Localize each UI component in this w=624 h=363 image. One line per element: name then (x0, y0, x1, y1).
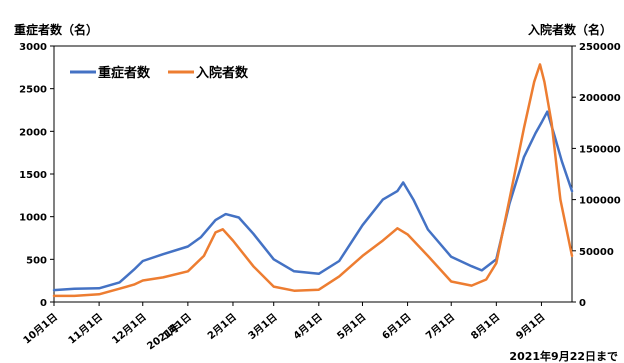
y-left-axis-title: 重症者数（名） (14, 22, 98, 37)
x-tick-label: 12月1日 (110, 311, 149, 346)
y-left-tick-label: 500 (26, 255, 47, 266)
series-line-0 (52, 110, 574, 292)
legend-label-series-1: 入院者数 (196, 65, 249, 81)
y-right-tick-label: 250000 (579, 42, 621, 53)
x-tick-label: 2月1日 (205, 311, 239, 342)
y-right-tick-label: 150000 (579, 144, 621, 155)
series-group (52, 63, 574, 298)
y-left-tick-label: 2500 (19, 85, 47, 96)
y-right-tick-label: 100000 (579, 196, 621, 207)
x-ticks: 10月1日 11月1日 12月1日 1月1日 2月1日 3月1日 4月1日 5月1日 6月1日 7… (21, 302, 547, 347)
y-right-ticks: 0 50000 100000 150000 200000 250000 (572, 42, 621, 309)
y-right-axis-title: 入院者数（名） (528, 22, 612, 37)
y-left-tick-label: 1500 (19, 170, 47, 181)
x-tick-label: 3月1日 (246, 311, 280, 342)
legend: 重症者数 入院者数 (70, 65, 249, 81)
x-tick-label: 11月1日 (66, 311, 105, 346)
x-tick-label: 6月1日 (380, 311, 414, 342)
legend-label-series-0: 重症者数 (98, 65, 151, 81)
x-tick-label: 4月1日 (291, 311, 325, 342)
x-tick-label: 9月1日 (514, 311, 548, 342)
y-left-ticks: 0 500 1000 1500 2000 2500 3000 (19, 42, 54, 309)
x-tick-label: 5月1日 (335, 311, 369, 342)
y-right-tick-label: 0 (579, 298, 586, 309)
x-tick-label: 7月1日 (423, 311, 457, 342)
series-line-1 (52, 63, 574, 298)
y-right-tick-label: 200000 (579, 93, 621, 104)
y-left-tick-label: 0 (40, 298, 47, 309)
year-label: 2021年 (144, 320, 182, 352)
footnote: 2021年9月22日まで (509, 349, 618, 363)
x-tick-label: 8月1日 (469, 311, 503, 342)
y-right-tick-label: 50000 (579, 247, 614, 258)
y-left-tick-label: 1000 (19, 213, 47, 224)
y-left-tick-label: 2000 (19, 127, 47, 138)
x-tick-label: 10月1日 (21, 311, 60, 346)
y-left-tick-label: 3000 (19, 42, 47, 53)
plot-area (53, 45, 573, 303)
